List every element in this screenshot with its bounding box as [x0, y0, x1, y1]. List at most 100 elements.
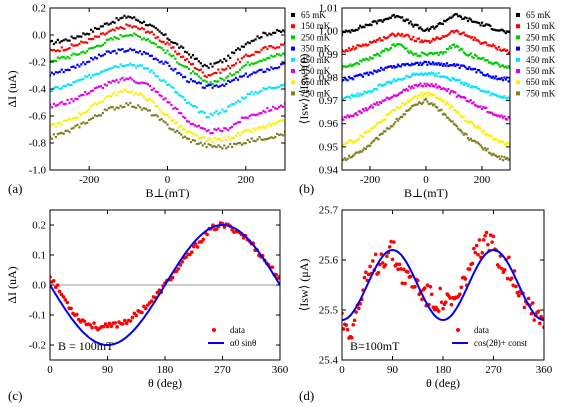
- data-point: [419, 94, 422, 98]
- data-point: [371, 20, 374, 24]
- data-point: [252, 39, 255, 42]
- legend-label: 65 mK: [301, 10, 326, 20]
- data-point: [349, 63, 352, 66]
- data-point: [80, 35, 83, 38]
- data-point: [248, 64, 251, 67]
- legend-label: 750 mK: [526, 88, 556, 98]
- data-point: [359, 92, 362, 95]
- data-point: [466, 67, 470, 71]
- data-point: [109, 22, 112, 25]
- data-point: [250, 72, 253, 76]
- data-point: [448, 64, 451, 67]
- data-point: [230, 227, 234, 232]
- data-point: [133, 32, 136, 35]
- data-point: [242, 97, 245, 100]
- data-point: [234, 62, 238, 65]
- data-point: [91, 46, 95, 50]
- data-point: [381, 132, 384, 135]
- data-point: [281, 43, 285, 46]
- data-point: [138, 50, 142, 53]
- data-point: [276, 53, 279, 56]
- data-point: [378, 37, 381, 40]
- data-point: [485, 23, 488, 26]
- data-point: [56, 122, 59, 125]
- data-point: [178, 46, 181, 49]
- data-point: [214, 227, 219, 231]
- data-point: [195, 67, 198, 71]
- panel-label: (a): [8, 181, 22, 196]
- data-point: [238, 142, 242, 145]
- data-point: [52, 42, 56, 46]
- data-point: [50, 48, 52, 51]
- data-point: [363, 90, 366, 93]
- data-point: [387, 17, 390, 21]
- data-point: [451, 64, 454, 67]
- data-point: [440, 108, 443, 111]
- data-point: [76, 79, 79, 82]
- data-point: [380, 66, 383, 69]
- data-point: [97, 35, 101, 38]
- data-point: [397, 262, 402, 267]
- data-point: [62, 39, 65, 42]
- data-point: [158, 108, 161, 111]
- data-point: [387, 36, 390, 39]
- data-point: [80, 63, 83, 66]
- data-point: [392, 78, 395, 81]
- data-point: [447, 77, 450, 80]
- data-point: [364, 107, 367, 110]
- data-point: [133, 48, 136, 51]
- data-point: [440, 98, 443, 101]
- data-point: [394, 16, 397, 19]
- data-point: [430, 92, 433, 96]
- data-point: [137, 64, 140, 67]
- data-point: [439, 300, 444, 305]
- x-tick-label: 270: [485, 364, 502, 376]
- data-point: [211, 86, 214, 89]
- data-point: [283, 61, 285, 64]
- data-point: [168, 101, 171, 104]
- data-point: [343, 50, 346, 53]
- data-point: [402, 63, 405, 66]
- data-point: [248, 54, 251, 58]
- legend-label: 65 mK: [526, 10, 551, 20]
- data-point: [476, 39, 479, 42]
- data-point: [209, 83, 212, 87]
- data-point: [476, 68, 479, 72]
- data-point: [467, 267, 472, 271]
- data-point: [50, 135, 52, 138]
- data-point: [353, 113, 356, 116]
- data-point: [229, 56, 232, 60]
- data-point: [195, 125, 198, 128]
- data-point: [178, 63, 181, 66]
- data-point: [431, 52, 435, 56]
- data-point: [402, 113, 405, 116]
- data-point: [375, 38, 379, 42]
- data-point: [346, 95, 349, 98]
- data-point: [166, 37, 169, 40]
- data-point: [168, 38, 171, 42]
- data-point: [131, 26, 134, 29]
- data-point: [103, 33, 106, 36]
- data-point: [129, 91, 132, 94]
- data-point: [256, 138, 259, 141]
- data-point: [478, 69, 481, 72]
- data-point: [231, 103, 234, 106]
- data-point: [68, 39, 71, 42]
- y-tick-label: 25.7: [319, 205, 339, 217]
- data-point: [438, 86, 442, 89]
- data-point: [128, 319, 133, 323]
- data-point: [417, 63, 421, 67]
- data-point: [248, 42, 251, 45]
- plot-frame: [49, 7, 286, 171]
- data-point: [93, 46, 97, 49]
- data-point: [465, 82, 468, 85]
- data-point: [117, 48, 120, 51]
- data-point: [254, 140, 257, 143]
- data-point: [402, 77, 405, 80]
- data-point: [154, 36, 157, 40]
- data-point: [70, 54, 73, 57]
- data-point: [468, 120, 471, 123]
- data-point: [170, 46, 173, 49]
- data-point: [445, 34, 449, 37]
- data-point: [364, 147, 367, 150]
